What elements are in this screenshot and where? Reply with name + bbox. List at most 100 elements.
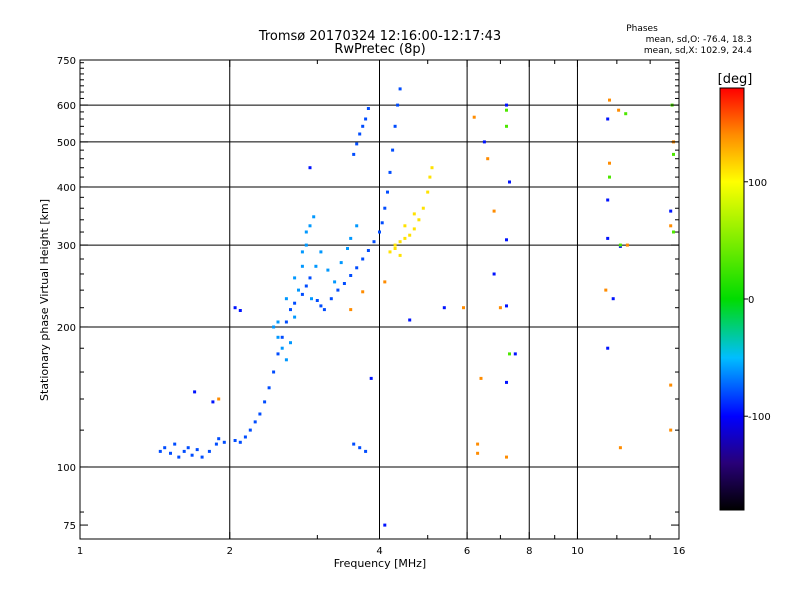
data-point [304, 243, 308, 247]
data-point [349, 236, 353, 240]
data-point [293, 315, 297, 319]
axes: 1 2 4 6 8 10 16 75 100 200 300 400 500 600 750 [57, 56, 685, 557]
data-point [498, 306, 502, 310]
data-point [280, 346, 284, 350]
data-point [173, 442, 177, 446]
data-point [369, 376, 373, 380]
data-point [383, 206, 387, 210]
data-point [398, 253, 402, 257]
series-1 [272, 215, 359, 362]
chart-title: Tromsø 20170324 12:16:00-12:17:43 [258, 29, 501, 44]
data-point [476, 451, 480, 455]
data-point [355, 224, 359, 228]
data-point [611, 297, 615, 301]
data-point [243, 435, 247, 439]
data-point [492, 209, 496, 213]
data-point [300, 264, 304, 268]
data-point [606, 236, 610, 240]
data-point [238, 309, 242, 312]
series-4 [217, 98, 675, 459]
data-point [505, 455, 508, 459]
data-point [272, 370, 276, 374]
data-point [253, 420, 257, 424]
data-point [408, 318, 412, 322]
colorbar-scale [719, 87, 745, 511]
x-tick-label: 6 [464, 546, 470, 557]
y-tick-label: 300 [57, 241, 76, 252]
data-point [352, 442, 356, 446]
data-point [462, 306, 465, 310]
data-point [388, 250, 392, 254]
data-point [606, 117, 610, 121]
data-point [398, 240, 402, 244]
data-point [482, 140, 486, 144]
x-tick-label: 1 [77, 546, 83, 557]
data-point [508, 352, 511, 356]
data-point [289, 308, 292, 312]
data-point [366, 249, 370, 252]
data-point [329, 297, 333, 301]
data-point [505, 304, 508, 308]
data-point [358, 446, 362, 450]
data-point [293, 276, 297, 280]
x-tick-label: 8 [526, 546, 532, 557]
data-point [378, 230, 381, 234]
data-point [505, 103, 508, 107]
y-tick-label: 750 [57, 56, 76, 67]
data-point [158, 449, 162, 453]
data-point [304, 230, 308, 234]
data-point [177, 455, 181, 459]
data-point [214, 442, 218, 446]
data-point [263, 400, 267, 404]
data-point [297, 288, 300, 292]
data-point [486, 157, 490, 161]
data-point [304, 284, 308, 288]
data-point [505, 124, 508, 128]
data-point [421, 206, 425, 210]
data-point [383, 280, 387, 284]
data-point [358, 132, 362, 136]
data-point [393, 247, 397, 250]
data-point [349, 308, 353, 312]
data-point [193, 390, 197, 394]
data-point [308, 224, 312, 228]
data-point [513, 352, 517, 356]
data-point [472, 115, 476, 119]
data-point [388, 170, 392, 174]
data-point [195, 448, 199, 452]
data-point [163, 446, 167, 450]
data-point [361, 257, 365, 261]
data-point [476, 442, 480, 446]
data-point [604, 288, 608, 292]
data-point [403, 224, 407, 228]
data-point [625, 243, 629, 247]
y-tick-label: 500 [57, 138, 76, 149]
data-point [300, 292, 304, 296]
phases-heading: Phases [626, 24, 658, 34]
data-point [606, 198, 610, 202]
data-point [300, 250, 304, 254]
data-point [284, 320, 288, 324]
data-point [267, 386, 271, 390]
data-point [319, 304, 323, 308]
data-point [618, 243, 622, 247]
data-point [403, 236, 407, 240]
data-point [339, 261, 343, 265]
data-point [217, 397, 221, 401]
colorbar-tick-label: 0 [748, 295, 754, 306]
data-point [346, 247, 349, 250]
data-point [505, 108, 508, 112]
y-tick-label: 100 [57, 463, 76, 474]
data-point [312, 215, 316, 219]
data-point [608, 161, 611, 165]
data-point [391, 148, 395, 152]
x-tick-label: 16 [673, 546, 686, 557]
data-point [169, 451, 172, 455]
data-point [505, 380, 508, 384]
x-tick-label: 10 [571, 546, 584, 557]
data-point [222, 440, 226, 444]
data-point [408, 233, 412, 237]
data-point [361, 290, 365, 294]
data-point [508, 180, 511, 184]
data-point [386, 190, 389, 194]
